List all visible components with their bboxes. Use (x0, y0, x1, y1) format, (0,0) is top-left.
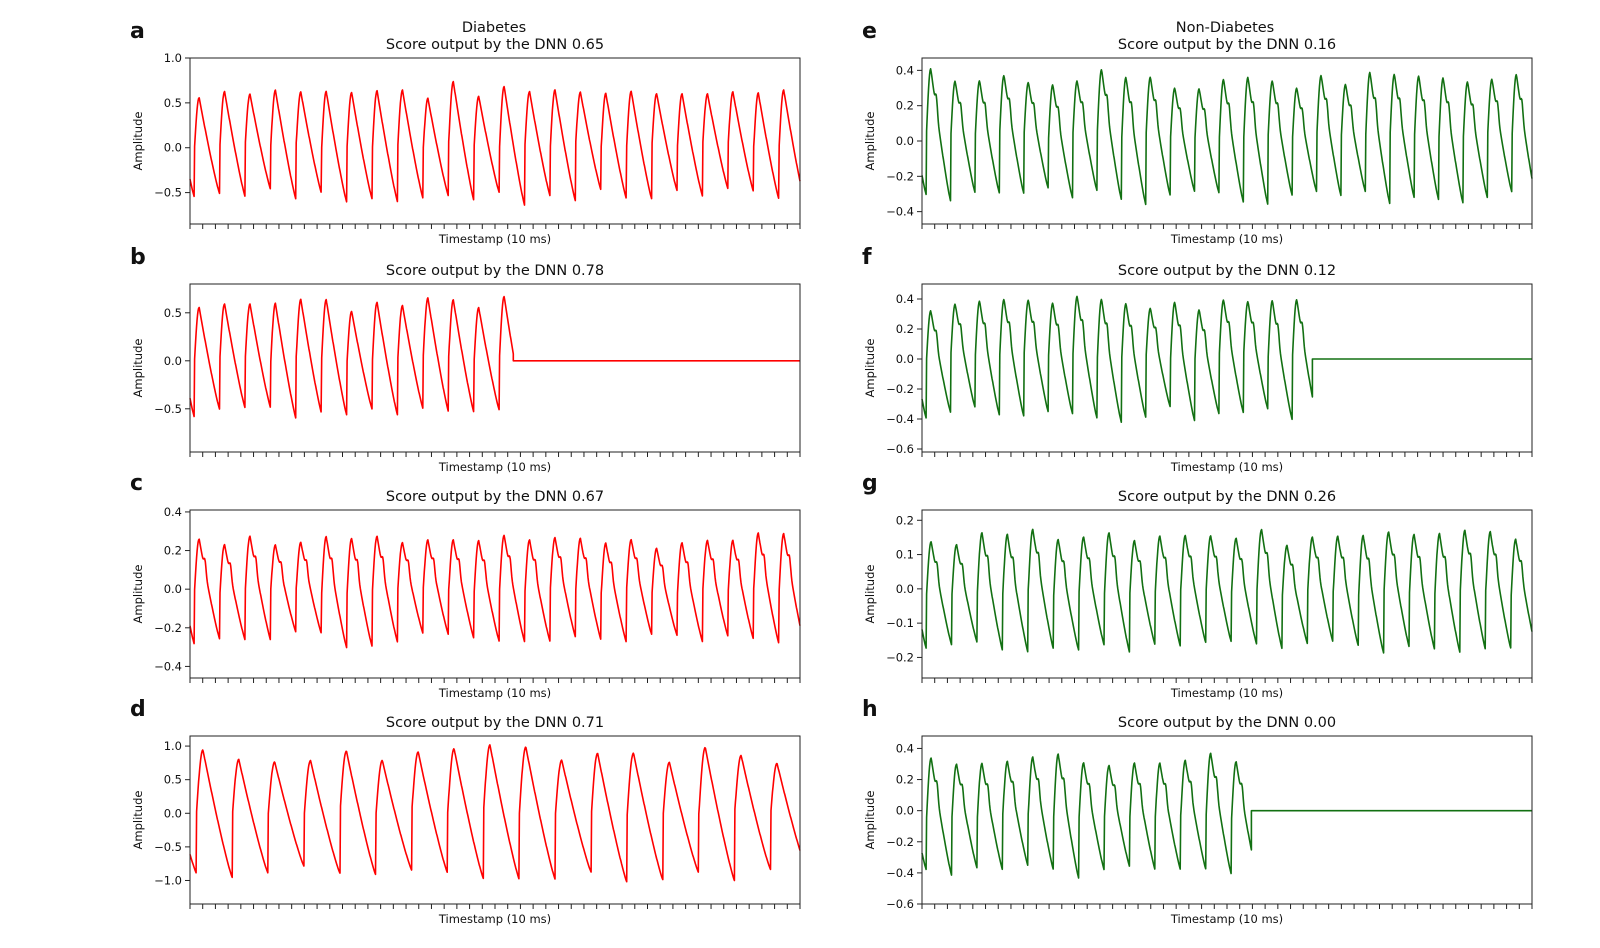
panel-a: a Score output by the DNN 0.65 1.0 0.5 0.0 −0… (130, 19, 801, 246)
y-tick-label: −0.5 (154, 186, 182, 200)
y-tick-label: 0.5 (164, 773, 182, 787)
y-axis-label: Amplitude (131, 339, 145, 398)
signal-line (189, 295, 800, 419)
y-tick-label: −0.4 (886, 205, 914, 219)
y-tick-label: 0.0 (164, 582, 182, 596)
panels: a Score output by the DNN 0.65 1.0 0.5 0.0 −0… (130, 19, 1533, 926)
column-title-diabetes: Diabetes (462, 20, 526, 36)
y-tick-label: −0.4 (886, 866, 914, 880)
y-tick-label: −0.4 (154, 659, 182, 673)
y-tick-label: 0.0 (896, 804, 914, 818)
y-tick-label: −0.2 (154, 621, 182, 635)
y-tick-label: −0.2 (886, 382, 914, 396)
panel-letter: b (130, 245, 146, 270)
signal-line (921, 752, 1532, 879)
y-tick-label: 0.2 (164, 544, 182, 558)
y-tick-label: 0.4 (896, 741, 914, 755)
panel-title: Score output by the DNN 0.65 (386, 37, 604, 53)
x-axis-label: Timestamp (10 ms) (1170, 686, 1283, 700)
y-axis-label: Amplitude (863, 565, 877, 624)
x-axis-label: Timestamp (10 ms) (438, 912, 551, 926)
y-tick-label: −1.0 (154, 873, 182, 887)
y-axis-label: Amplitude (863, 339, 877, 398)
panel-letter: a (130, 19, 145, 44)
panel-letter: c (130, 471, 143, 496)
panel-letter: g (862, 471, 878, 496)
panel-title: Score output by the DNN 0.71 (386, 715, 604, 731)
plot-frame (189, 509, 801, 679)
x-axis-label: Timestamp (10 ms) (438, 460, 551, 474)
y-axis-label: Amplitude (131, 791, 145, 850)
y-tick-label: 0.5 (164, 306, 182, 320)
plot-frame (189, 283, 801, 453)
y-tick-label: 0.0 (164, 141, 182, 155)
panel-title: Score output by the DNN 0.26 (1118, 489, 1336, 505)
x-axis-label: Timestamp (10 ms) (438, 686, 551, 700)
plot-frame (921, 735, 1533, 905)
y-axis-label: Amplitude (863, 112, 877, 171)
y-tick-label: −0.2 (886, 169, 914, 183)
y-tick-label: 0.2 (896, 322, 914, 336)
panel-c: c Score output by the DNN 0.67 0.4 0.2 0.0 −0… (130, 471, 801, 700)
plot-frame (189, 57, 801, 225)
y-tick-label: 0.1 (896, 548, 914, 562)
plot-frame (921, 509, 1533, 679)
y-tick-label: 0.0 (896, 134, 914, 148)
x-axis-label: Timestamp (10 ms) (1170, 912, 1283, 926)
y-tick-label: 1.0 (164, 739, 182, 753)
y-tick-label: 0.4 (896, 292, 914, 306)
panel-f: f Score output by the DNN 0.12 0.4 0.2 0.0 −0… (862, 245, 1533, 474)
y-tick-label: 1.0 (164, 51, 182, 65)
panel-letter: h (862, 697, 878, 722)
y-tick-label: −0.5 (154, 402, 182, 416)
y-tick-label: 0.2 (896, 99, 914, 113)
y-tick-label: −0.6 (886, 897, 914, 911)
y-tick-label: −0.2 (886, 835, 914, 849)
y-axis-label: Amplitude (131, 112, 145, 171)
y-tick-label: −0.4 (886, 412, 914, 426)
signal-line (189, 80, 801, 206)
x-axis-label: Timestamp (10 ms) (438, 232, 551, 246)
plot-frame (921, 57, 1533, 225)
y-tick-label: 0.2 (896, 773, 914, 787)
panel-h: h Score output by the DNN 0.00 0.4 0.2 0.0 −0… (862, 697, 1533, 926)
panel-g: g Score output by the DNN 0.26 0.2 0.1 0.0 −0… (862, 471, 1533, 700)
panel-title: Score output by the DNN 0.78 (386, 263, 604, 279)
x-axis-label: Timestamp (10 ms) (1170, 460, 1283, 474)
panel-b: b Score output by the DNN 0.78 0.5 0.0 −0.5 A… (130, 245, 801, 474)
y-tick-label: −0.6 (886, 442, 914, 456)
plot-frame (921, 283, 1533, 453)
y-tick-label: 0.2 (896, 513, 914, 527)
panel-letter: e (862, 19, 877, 44)
y-tick-label: −0.5 (154, 840, 182, 854)
y-tick-label: 0.0 (896, 582, 914, 596)
y-tick-label: 0.0 (164, 806, 182, 820)
x-axis-label: Timestamp (10 ms) (1170, 232, 1283, 246)
y-tick-label: 0.4 (164, 505, 182, 519)
panel-title: Score output by the DNN 0.16 (1118, 37, 1336, 53)
signal-line (189, 532, 801, 649)
y-axis-label: Amplitude (131, 565, 145, 624)
panel-e: e Score output by the DNN 0.16 0.4 0.2 0.0 −0… (862, 19, 1533, 246)
y-tick-label: 0.4 (896, 63, 914, 77)
panel-letter: f (862, 245, 872, 270)
signal-line (921, 528, 1533, 654)
signal-line (189, 744, 801, 883)
signal-line (921, 295, 1532, 423)
y-tick-label: 0.0 (896, 352, 914, 366)
column-title-non-diabetes: Non-Diabetes (1176, 20, 1275, 36)
panel-title: Score output by the DNN 0.12 (1118, 263, 1336, 279)
y-tick-label: 0.5 (164, 96, 182, 110)
plot-frame (189, 735, 801, 905)
panel-letter: d (130, 697, 146, 722)
panel-title: Score output by the DNN 0.00 (1118, 715, 1336, 731)
y-tick-label: −0.2 (886, 650, 914, 664)
y-axis-label: Amplitude (863, 791, 877, 850)
signal-line (921, 68, 1533, 206)
panel-title: Score output by the DNN 0.67 (386, 489, 604, 505)
y-tick-label: −0.1 (886, 616, 914, 630)
y-tick-label: 0.0 (164, 354, 182, 368)
panel-d: d Score output by the DNN 0.71 1.0 0.5 0.0 −0… (130, 697, 801, 926)
